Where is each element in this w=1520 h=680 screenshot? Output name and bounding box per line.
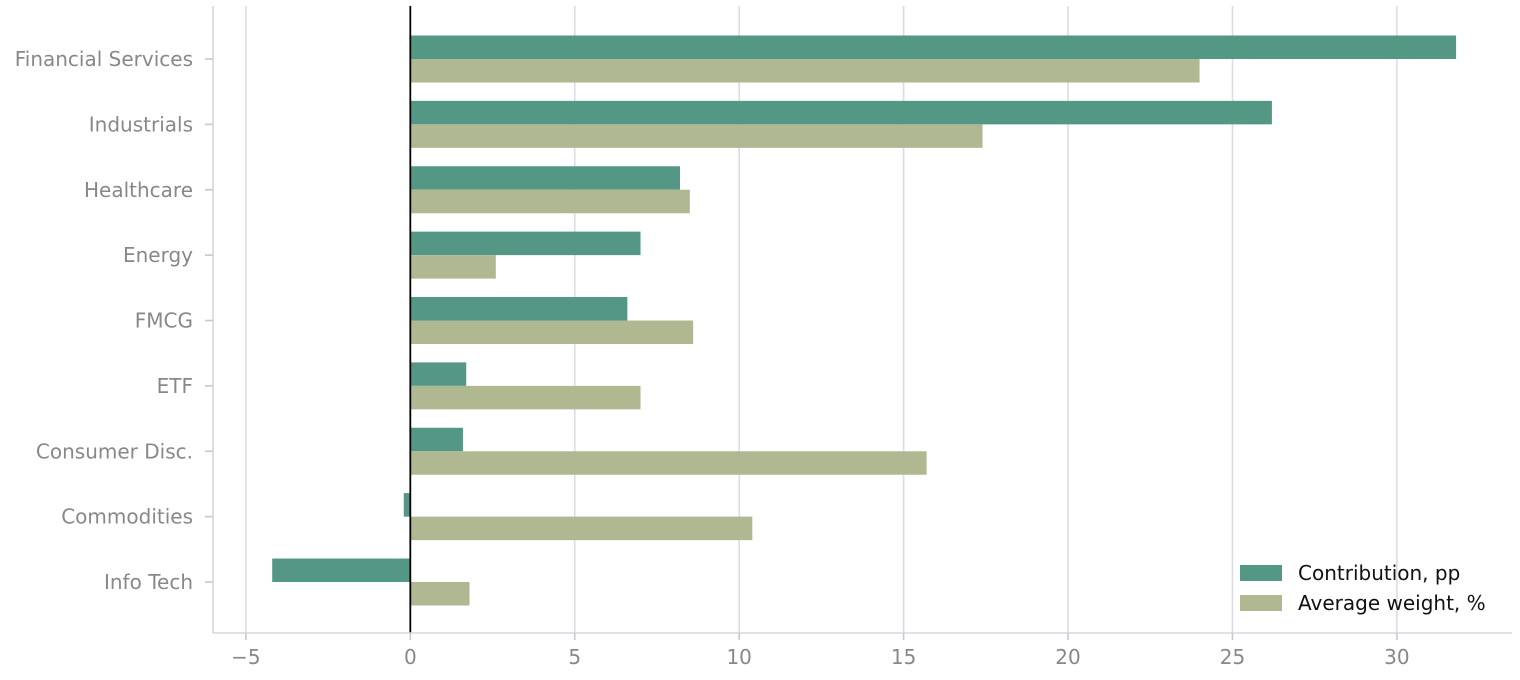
bar [410,166,680,190]
bars [272,35,1457,606]
y-tick-label: ETF [157,374,193,398]
bar [272,558,411,582]
y-tick-label: Commodities [61,505,193,529]
bar [410,124,983,148]
bar [410,100,1272,125]
bar [410,516,753,541]
bar [410,255,496,279]
bar [410,362,467,386]
legend-swatch [1240,595,1282,611]
x-tick-label: 25 [1220,645,1245,669]
bar [410,320,694,344]
bar [410,427,463,452]
legend-label: Average weight, % [1298,591,1486,615]
y-tick-label: FMCG [135,309,193,333]
bar [410,35,1457,59]
bar [403,493,411,517]
x-tick-label: 10 [726,645,751,669]
y-tick-label: Healthcare [84,178,193,202]
bar [410,385,641,410]
bar [410,59,1200,83]
y-tick-label: Energy [123,243,193,267]
axes: −5 0 5 10 15 20 25 30 Financial Services Industri… [15,6,1512,669]
bar [410,451,927,475]
bar [410,189,690,214]
x-tick-label: 20 [1055,645,1080,669]
bar [410,582,470,606]
bar [410,297,628,321]
bar [410,231,641,256]
legend-swatch [1240,565,1282,581]
y-tick-label: Industrials [89,112,193,136]
x-tick-label: 15 [891,645,916,669]
y-tick-label: Consumer Disc. [36,439,193,463]
x-tick-label: −5 [231,645,260,669]
x-tick-label: 5 [568,645,581,669]
y-tick-label: Financial Services [15,47,193,71]
y-tick-label: Info Tech [104,570,193,594]
legend: Contribution, pp Average weight, % [1240,561,1486,615]
legend-label: Contribution, pp [1298,561,1460,585]
x-tick-label: 30 [1384,645,1409,669]
x-tick-label: 0 [404,645,417,669]
